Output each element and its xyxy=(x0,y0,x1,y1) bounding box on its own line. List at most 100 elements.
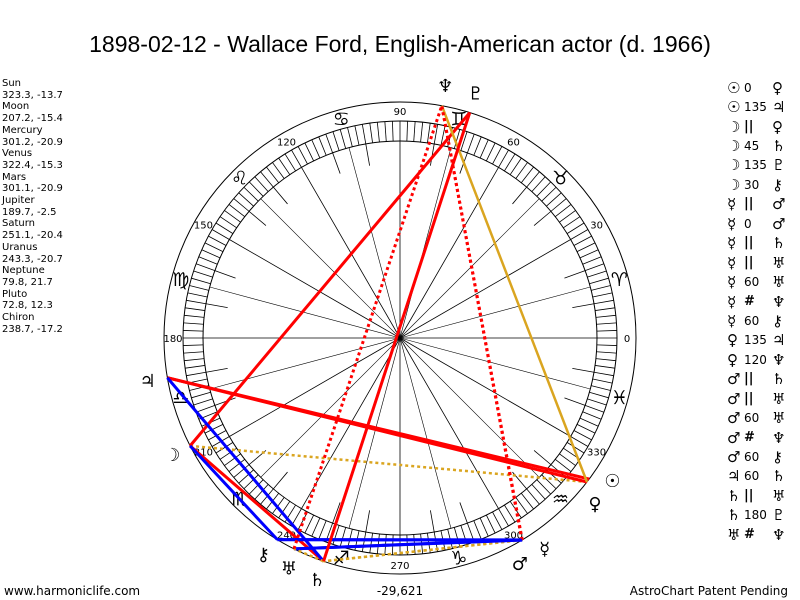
planet-glyph-icon: ♅ xyxy=(772,409,786,428)
degree-tick xyxy=(208,235,227,246)
degree-tick xyxy=(473,136,482,156)
degree-tick xyxy=(186,299,207,305)
degree-tick xyxy=(433,124,439,145)
aspect-type: 0 xyxy=(744,216,752,231)
aspect-type: 135 xyxy=(744,333,767,348)
ten-degree-tick xyxy=(572,367,595,373)
planet-glyph-icon: ♂ xyxy=(727,428,741,447)
degree-label: 270 xyxy=(390,561,409,572)
degree-tick xyxy=(504,153,516,172)
aspect-line xyxy=(188,111,471,447)
planet-saturn-icon: ♄ xyxy=(309,570,325,591)
aspect-line xyxy=(167,376,588,484)
degree-tick xyxy=(531,176,546,192)
planet-glyph-icon: ⚷ xyxy=(772,448,783,467)
planet-coords: 301.1, -20.9 xyxy=(2,183,63,195)
aspect-line xyxy=(166,376,325,563)
degree-tick xyxy=(485,514,496,534)
planet-glyph-icon: ♆ xyxy=(772,350,786,369)
degree-tick xyxy=(291,508,302,527)
zodiac-sign-icon: ♉ xyxy=(552,167,569,189)
aspect-line xyxy=(292,105,444,550)
aspect-line xyxy=(293,547,325,563)
degree-tick xyxy=(266,166,280,184)
aspect-row: ☿ 0 ♂ xyxy=(727,214,785,233)
degree-tick xyxy=(498,149,509,168)
patent-note: AstroChart Patent Pending xyxy=(629,584,788,598)
degree-tick xyxy=(593,371,614,377)
degree-tick xyxy=(592,378,613,384)
degree-tick xyxy=(243,186,259,202)
planet-venus-icon: ♀ xyxy=(588,494,601,515)
planet-glyph-icon: ♇ xyxy=(772,506,786,525)
aspect-row: ☿ || ♄ xyxy=(727,234,785,253)
planet-mars-icon: ♂ xyxy=(512,554,528,575)
degree-tick xyxy=(541,186,557,202)
planet-name: Mars xyxy=(2,171,27,183)
degree-tick xyxy=(579,417,599,427)
planet-coords: 301.2, -20.9 xyxy=(2,136,63,148)
ten-degree-tick xyxy=(205,367,228,373)
planet-glyph-icon: ♀ xyxy=(727,331,738,350)
aspect-type: 60 xyxy=(744,275,760,290)
aspect-type: || xyxy=(744,196,754,212)
ten-degree-tick xyxy=(533,211,552,226)
website-link[interactable]: www.harmoniclife.com xyxy=(4,584,141,598)
degree-tick xyxy=(592,292,613,298)
planet-glyph-icon: ♆ xyxy=(772,428,786,447)
degree-tick xyxy=(376,533,380,554)
ten-degree-tick xyxy=(332,152,341,174)
planet-glyph-icon: ♄ xyxy=(772,234,786,253)
planet-name: Mercury xyxy=(2,124,43,136)
ten-degree-tick xyxy=(273,471,288,490)
aspect-row: ♀ 135 ♃ xyxy=(727,331,785,350)
degree-label: 330 xyxy=(587,448,606,459)
degree-tick xyxy=(384,121,387,142)
degree-tick xyxy=(536,479,552,495)
degree-tick xyxy=(204,423,224,434)
spoke-line xyxy=(399,337,499,509)
planet-glyph-icon: ♄ xyxy=(727,506,741,525)
degree-tick xyxy=(453,129,461,149)
degree-tick xyxy=(183,344,204,346)
degree-tick xyxy=(339,129,347,149)
aspect-row: ♀ 120 ♆ xyxy=(727,350,785,369)
ten-degree-tick xyxy=(533,450,552,465)
degree-tick xyxy=(413,121,416,142)
degree-tick xyxy=(520,492,534,510)
planet-glyph-icon: ☽ xyxy=(727,175,741,194)
aspect-type: || xyxy=(744,118,754,134)
planet-glyph-icon: ☽ xyxy=(727,137,741,156)
aspect-row: ♂ 60 ⚷ xyxy=(727,447,785,466)
spoke-line xyxy=(260,198,401,339)
planet-glyph-icon: ♇ xyxy=(772,156,786,175)
planet-name: Moon xyxy=(2,101,30,113)
degree-label: 120 xyxy=(277,137,296,148)
degree-tick xyxy=(550,198,567,212)
degree-tick xyxy=(573,235,592,246)
degree-tick xyxy=(531,484,546,500)
spoke-line xyxy=(399,167,499,339)
degree-tick xyxy=(587,398,607,406)
outer-circle xyxy=(163,101,637,575)
degree-tick xyxy=(185,307,205,311)
planet-glyph-icon: ♃ xyxy=(772,98,786,117)
planet-glyph-icon: ♄ xyxy=(727,486,741,505)
degree-tick xyxy=(570,436,589,447)
degree-tick xyxy=(460,131,468,151)
degree-tick xyxy=(215,222,234,234)
ten-degree-tick xyxy=(365,143,371,166)
planet-pluto-icon: ♇ xyxy=(468,83,484,104)
degree-tick xyxy=(332,131,340,151)
aspect-row: ☽ 135 ♇ xyxy=(727,156,785,175)
degree-tick xyxy=(492,511,503,530)
aspect-type: 60 xyxy=(744,313,760,328)
degree-tick xyxy=(291,149,302,168)
degree-tick xyxy=(596,330,617,332)
degree-tick xyxy=(596,322,617,325)
ten-degree-tick xyxy=(459,502,468,524)
degree-label: 300 xyxy=(504,531,523,542)
degree-tick xyxy=(224,210,241,223)
degree-tick xyxy=(504,504,516,523)
planet-glyph-icon: ♅ xyxy=(772,273,786,292)
